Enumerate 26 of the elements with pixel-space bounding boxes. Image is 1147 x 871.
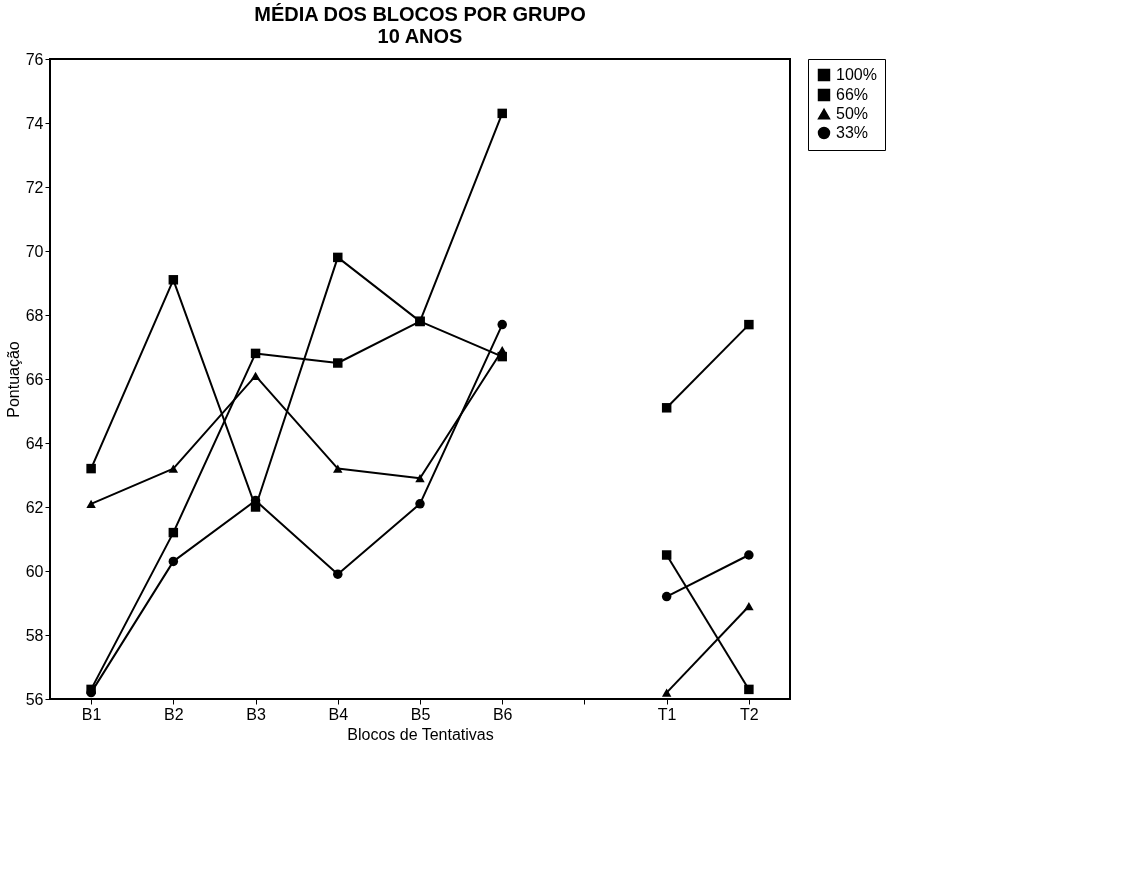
y-tick-label: 70 (25, 242, 44, 260)
x-tick-label: B4 (328, 705, 349, 723)
x-tick-label: T2 (740, 705, 759, 723)
x-tick-label: B6 (492, 705, 513, 723)
legend-label: 33% (836, 124, 869, 141)
y-tick-label: 74 (25, 114, 44, 132)
x-tick-label: B2 (164, 705, 184, 723)
y-tick-label: 60 (25, 562, 44, 580)
x-tick-label: B3 (246, 705, 266, 723)
legend-label: 100% (836, 66, 877, 83)
y-tick-label: 76 (25, 50, 44, 68)
y-tick-label: 58 (25, 626, 44, 644)
y-tick-label: 72 (25, 178, 44, 196)
legend-label: 50% (836, 105, 869, 122)
legend-label: 66% (836, 86, 869, 103)
x-tick-label: B1 (81, 705, 102, 723)
y-axis-title: Pontuação (4, 341, 22, 418)
x-axis-title: Blocos de Tentativas (347, 725, 494, 743)
chart-title: MÉDIA DOS BLOCOS POR GRUPO 10 ANOS (254, 3, 586, 47)
x-tick-label: T1 (657, 705, 677, 723)
y-tick-label: 56 (25, 690, 44, 708)
x-tick-label: B5 (410, 705, 431, 723)
y-tick-label: 68 (25, 306, 44, 324)
y-tick-label: 66 (25, 370, 44, 388)
y-tick-label: 62 (25, 498, 44, 516)
y-tick-label: 64 (25, 434, 44, 452)
